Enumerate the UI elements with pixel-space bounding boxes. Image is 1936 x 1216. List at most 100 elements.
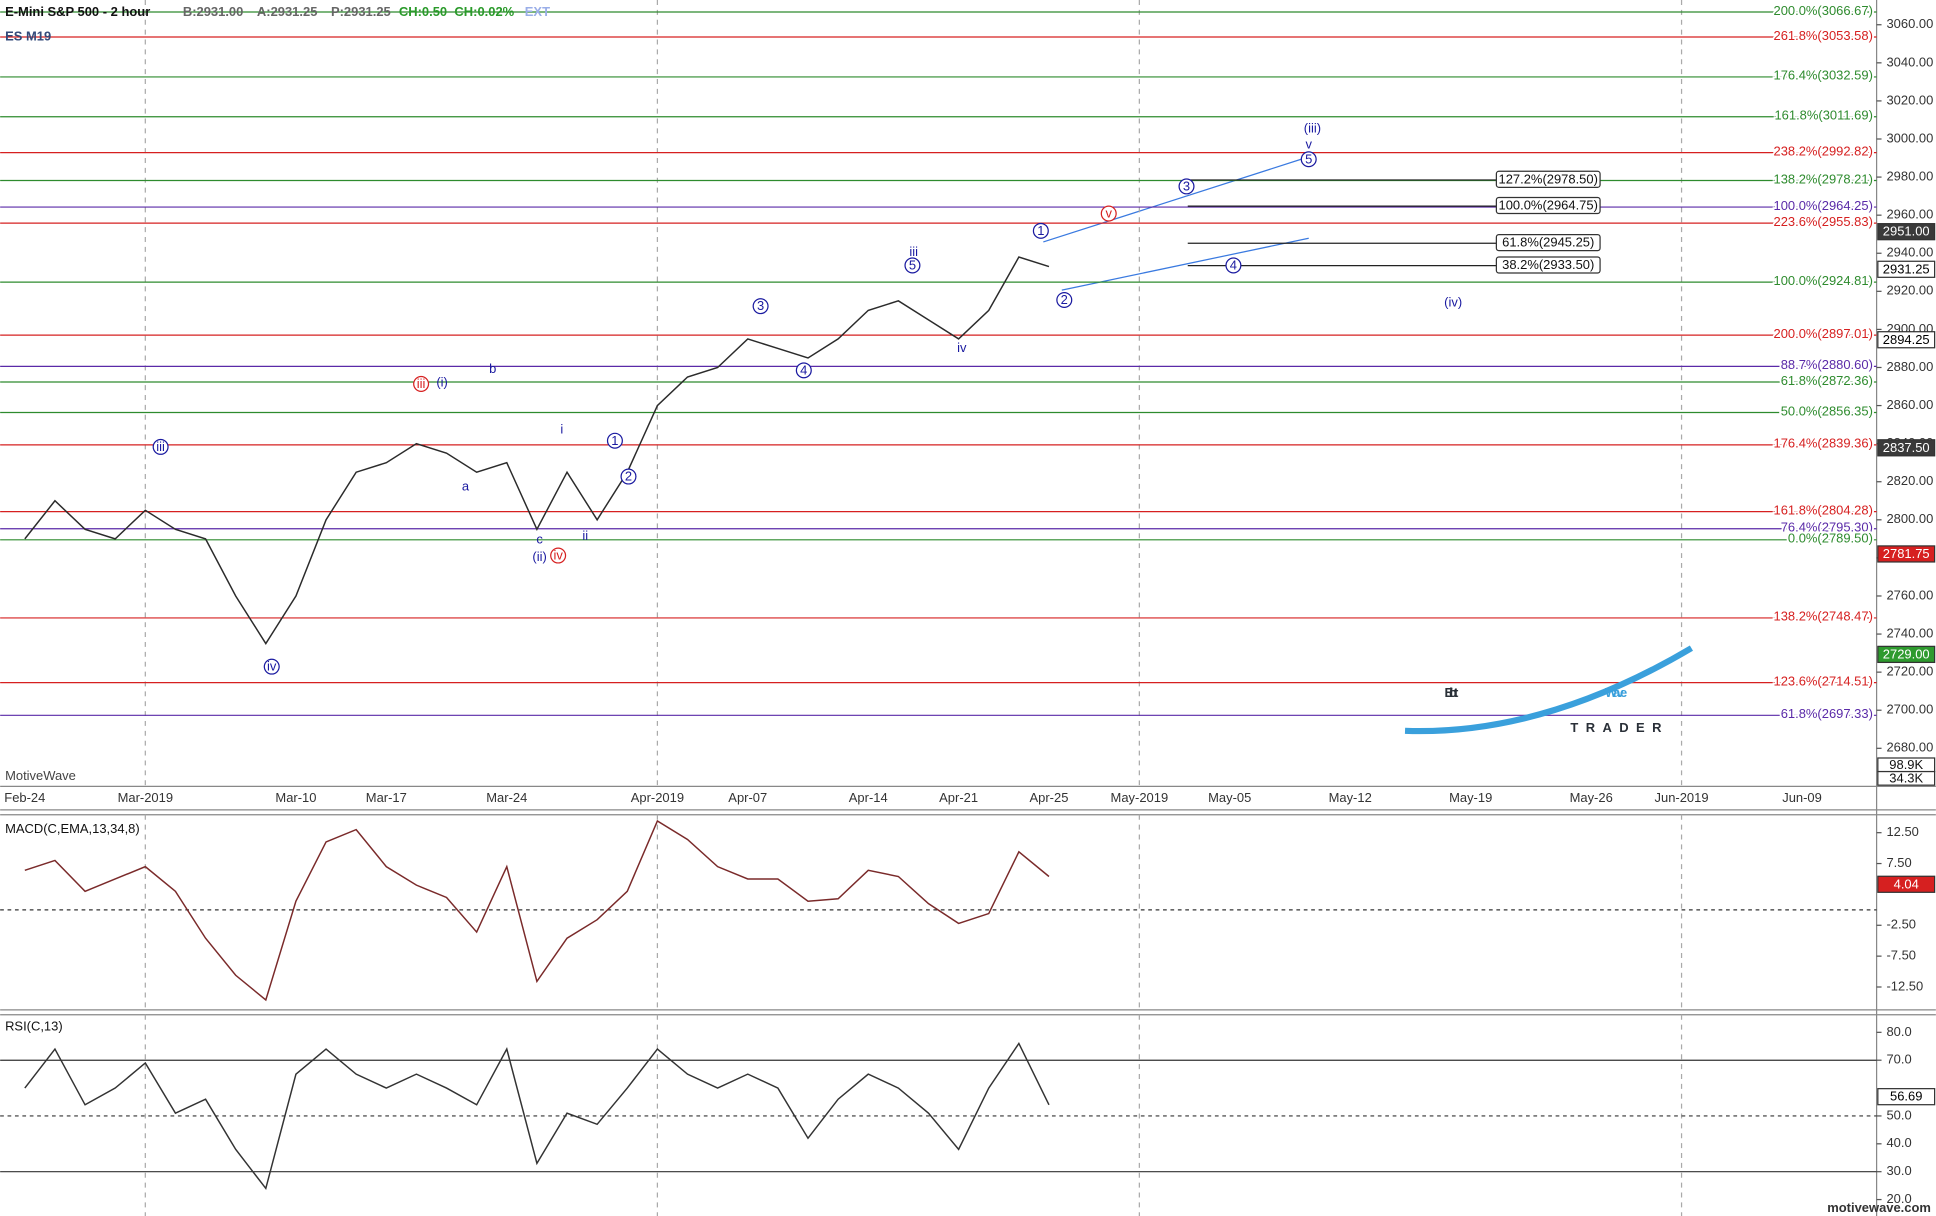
fib-label: 61.8%(2697.33) bbox=[1781, 706, 1873, 721]
y-tick-label: 40.0 bbox=[1886, 1135, 1911, 1150]
x-tick-label: Feb-24 bbox=[4, 790, 45, 805]
price-marker-label: 2729.00 bbox=[1883, 646, 1930, 661]
wave-label: iv bbox=[957, 340, 967, 355]
series-line bbox=[24, 1042, 1050, 1191]
wave-label: 1 bbox=[611, 433, 618, 448]
wave-label: (iii) bbox=[1304, 120, 1321, 135]
fib-label: 161.8%(3011.69) bbox=[1774, 108, 1872, 123]
wave-circle bbox=[1056, 291, 1073, 309]
y-tick-label: 2860.00 bbox=[1886, 397, 1933, 412]
y-tick-label: 7.50 bbox=[1886, 855, 1911, 870]
fib-label: 238.2%(2992.82) bbox=[1774, 143, 1873, 158]
wave-label: 5 bbox=[1305, 151, 1312, 166]
quote-item: CH:0.50 bbox=[399, 4, 447, 19]
wave-label: v bbox=[1105, 206, 1112, 221]
y-tick-label: 2720.00 bbox=[1886, 664, 1933, 679]
fib-label: 100.0%(2964.25) bbox=[1774, 198, 1873, 213]
wave-label: 5 bbox=[909, 257, 916, 272]
volume-marker bbox=[1877, 770, 1936, 786]
fib-label: 261.8%(3053.58) bbox=[1774, 28, 1873, 43]
y-tick-label: -12.50 bbox=[1886, 978, 1923, 993]
price-marker-label: 2894.25 bbox=[1883, 332, 1930, 347]
x-tick-label: May-12 bbox=[1329, 790, 1372, 805]
projection-box bbox=[1495, 233, 1601, 252]
x-tick-label: Apr-2019 bbox=[631, 790, 684, 805]
fib-label: 223.6%(2955.83) bbox=[1774, 214, 1873, 229]
y-tick-label: 2760.00 bbox=[1886, 587, 1933, 602]
wave-label: iii bbox=[417, 376, 426, 391]
y-tick-label: -2.50 bbox=[1886, 917, 1916, 932]
panel-title: E-Mini S&P 500 - 2 hour bbox=[5, 4, 150, 19]
y-tick-label: 3020.00 bbox=[1886, 92, 1933, 107]
projection-label: 38.2%(2933.50) bbox=[1502, 257, 1594, 272]
y-tick-label: 30.0 bbox=[1886, 1163, 1911, 1178]
projection-label: 61.8%(2945.25) bbox=[1502, 235, 1594, 250]
wave-circle bbox=[620, 468, 637, 485]
projection-box bbox=[1495, 256, 1601, 274]
wave-label: 4 bbox=[800, 362, 807, 377]
y-tick-label: 3000.00 bbox=[1886, 130, 1933, 145]
fib-label: 123.6%(2714.51) bbox=[1774, 673, 1873, 688]
wave-label: iii bbox=[156, 439, 165, 454]
quote-item: EXT bbox=[525, 4, 550, 19]
panel-title: RSI(C,13) bbox=[5, 1019, 63, 1034]
fib-label: 200.0%(3066.67) bbox=[1774, 3, 1873, 18]
x-tick-label: May-05 bbox=[1208, 790, 1251, 805]
fib-label: 161.8%(2804.28) bbox=[1774, 502, 1873, 517]
x-tick-label: Mar-24 bbox=[486, 790, 527, 805]
fib-label: 138.2%(2978.21) bbox=[1774, 171, 1873, 186]
wave-label: iv bbox=[553, 548, 563, 563]
x-tick-label: Apr-07 bbox=[728, 790, 767, 805]
fib-label: 100.0%(2924.81) bbox=[1774, 273, 1873, 288]
projection-label: 127.2%(2978.50) bbox=[1499, 171, 1598, 186]
logo-trader: TRADER bbox=[1570, 720, 1668, 735]
projection-label: 100.0%(2964.75) bbox=[1499, 198, 1598, 213]
projection-line bbox=[1043, 157, 1306, 243]
fib-label: 176.4%(2839.36) bbox=[1774, 436, 1873, 451]
logo-swoosh bbox=[1404, 645, 1693, 735]
quote-item: P:2931.25 bbox=[331, 4, 391, 19]
x-tick-label: May-26 bbox=[1570, 790, 1613, 805]
watermark: MotiveWave bbox=[5, 768, 76, 783]
price-marker-label: 4.04 bbox=[1894, 876, 1919, 891]
wave-circle bbox=[1032, 222, 1049, 239]
fib-label: 61.8%(2872.36) bbox=[1781, 373, 1873, 388]
x-tick-label: Mar-17 bbox=[366, 790, 407, 805]
wave-circle bbox=[263, 658, 280, 675]
wave-label: c bbox=[536, 532, 543, 547]
price-marker bbox=[1877, 1088, 1936, 1106]
x-tick-label: Mar-10 bbox=[275, 790, 316, 805]
price-marker-label: 2837.50 bbox=[1883, 440, 1930, 455]
wave-label: v bbox=[1305, 136, 1312, 151]
fib-label: 76.4%(2795.30) bbox=[1781, 520, 1873, 535]
y-tick-label: 2740.00 bbox=[1886, 625, 1933, 640]
price-marker-label: 2781.75 bbox=[1883, 546, 1930, 561]
wave-label: iii bbox=[909, 244, 918, 259]
y-tick-label: 2680.00 bbox=[1886, 740, 1933, 755]
x-tick-label: Jun-09 bbox=[1782, 790, 1822, 805]
wave-circle bbox=[795, 362, 812, 379]
y-tick-label: 2700.00 bbox=[1886, 702, 1933, 717]
series-line bbox=[24, 819, 1050, 1002]
wave-circle bbox=[1225, 257, 1242, 274]
wave-circle bbox=[1100, 205, 1117, 222]
quote-item: CH:0.02% bbox=[454, 4, 514, 19]
x-tick-label: Apr-25 bbox=[1030, 790, 1069, 805]
footer: motivewave.com bbox=[1827, 1200, 1931, 1215]
wave-circle bbox=[1178, 178, 1195, 195]
y-tick-label: 2820.00 bbox=[1886, 473, 1933, 488]
quote-item: A:2931.25 bbox=[257, 4, 317, 19]
wave-circle bbox=[413, 375, 430, 392]
projection-line bbox=[1061, 237, 1309, 291]
y-tick-label: 2940.00 bbox=[1886, 245, 1933, 260]
wave-label: iv bbox=[267, 659, 277, 674]
wave-label: (i) bbox=[436, 375, 448, 390]
fib-label: 200.0%(2897.01) bbox=[1774, 326, 1873, 341]
price-marker bbox=[1877, 439, 1936, 457]
x-tick-label: Apr-21 bbox=[939, 790, 978, 805]
wave-label: a bbox=[462, 478, 470, 493]
fib-label: 138.2%(2748.47) bbox=[1774, 609, 1873, 624]
wave-label: 3 bbox=[1183, 178, 1190, 193]
y-tick-label: 80.0 bbox=[1886, 1024, 1911, 1039]
y-tick-label: 12.50 bbox=[1886, 824, 1918, 839]
